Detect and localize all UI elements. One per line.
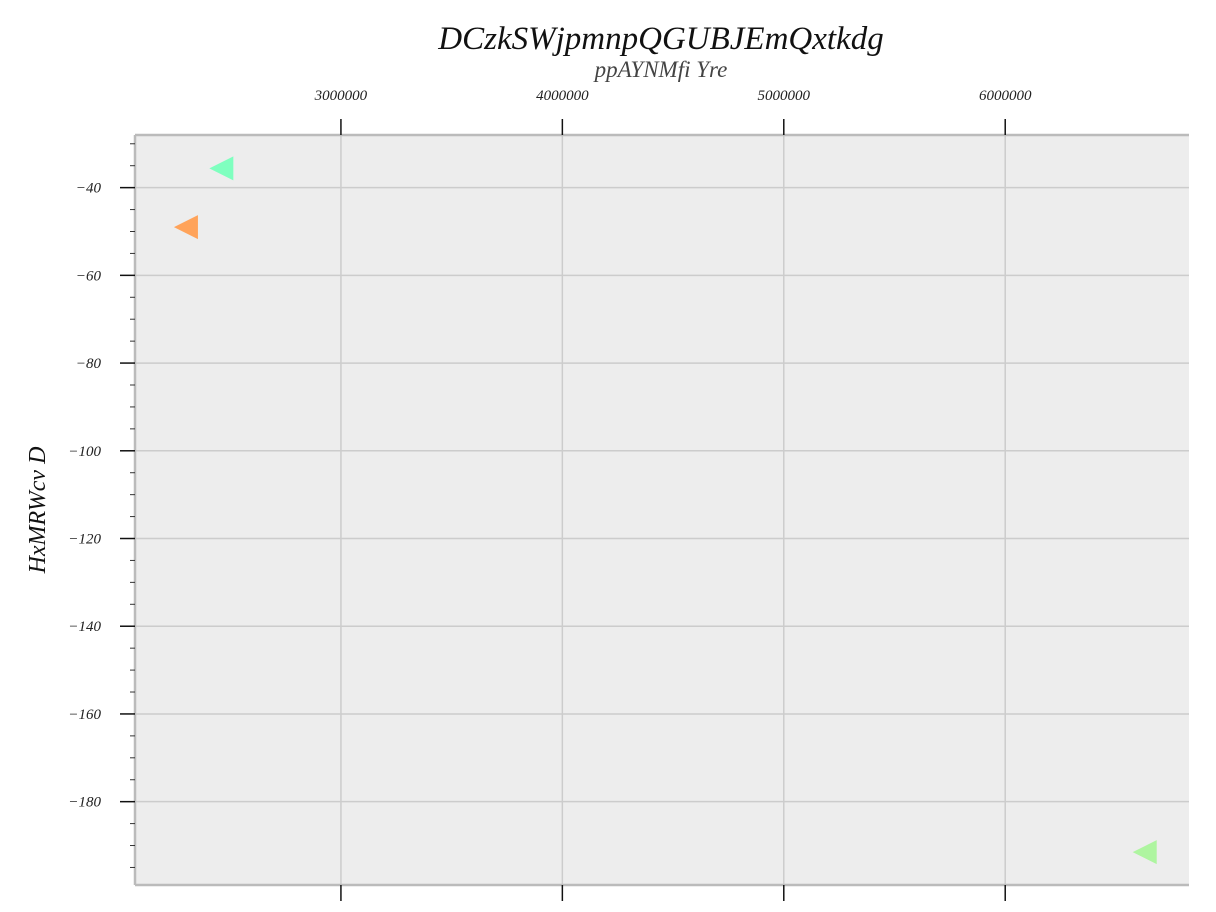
- chart-title: DCzkSWjpmnpQGUBJEmQxtkdg: [437, 21, 883, 57]
- chart-subtitle: ppAYNMfi Yre: [593, 57, 728, 82]
- data-point-marker: [1132, 840, 1157, 865]
- y-tick-label: −160: [68, 707, 101, 723]
- x-tick-label: 4000000: [536, 88, 589, 104]
- y-tick-label: −60: [76, 268, 102, 284]
- x-tick-label: 5000000: [758, 88, 811, 104]
- y-tick-label: −120: [68, 532, 101, 548]
- y-tick-label: −100: [68, 444, 101, 460]
- y-tick-label: −180: [68, 795, 101, 811]
- data-points: [173, 156, 1157, 865]
- data-point-marker: [173, 215, 198, 240]
- plot-area: [135, 135, 1189, 885]
- y-tick-label: −40: [76, 181, 102, 197]
- data-point-marker: [209, 156, 234, 181]
- ticks: 3000000 4000000 5000000 6000000 −40 −60 −80 −10…: [68, 88, 1032, 901]
- y-tick-label: −80: [76, 356, 102, 372]
- x-tick-label: 6000000: [979, 88, 1032, 104]
- y-tick-label: −140: [68, 619, 101, 635]
- x-tick-label: 3000000: [314, 88, 368, 104]
- axes: [133, 133, 1189, 887]
- grid-lines: [135, 135, 1189, 885]
- y-axis-label: HxMRWcv D: [25, 447, 51, 575]
